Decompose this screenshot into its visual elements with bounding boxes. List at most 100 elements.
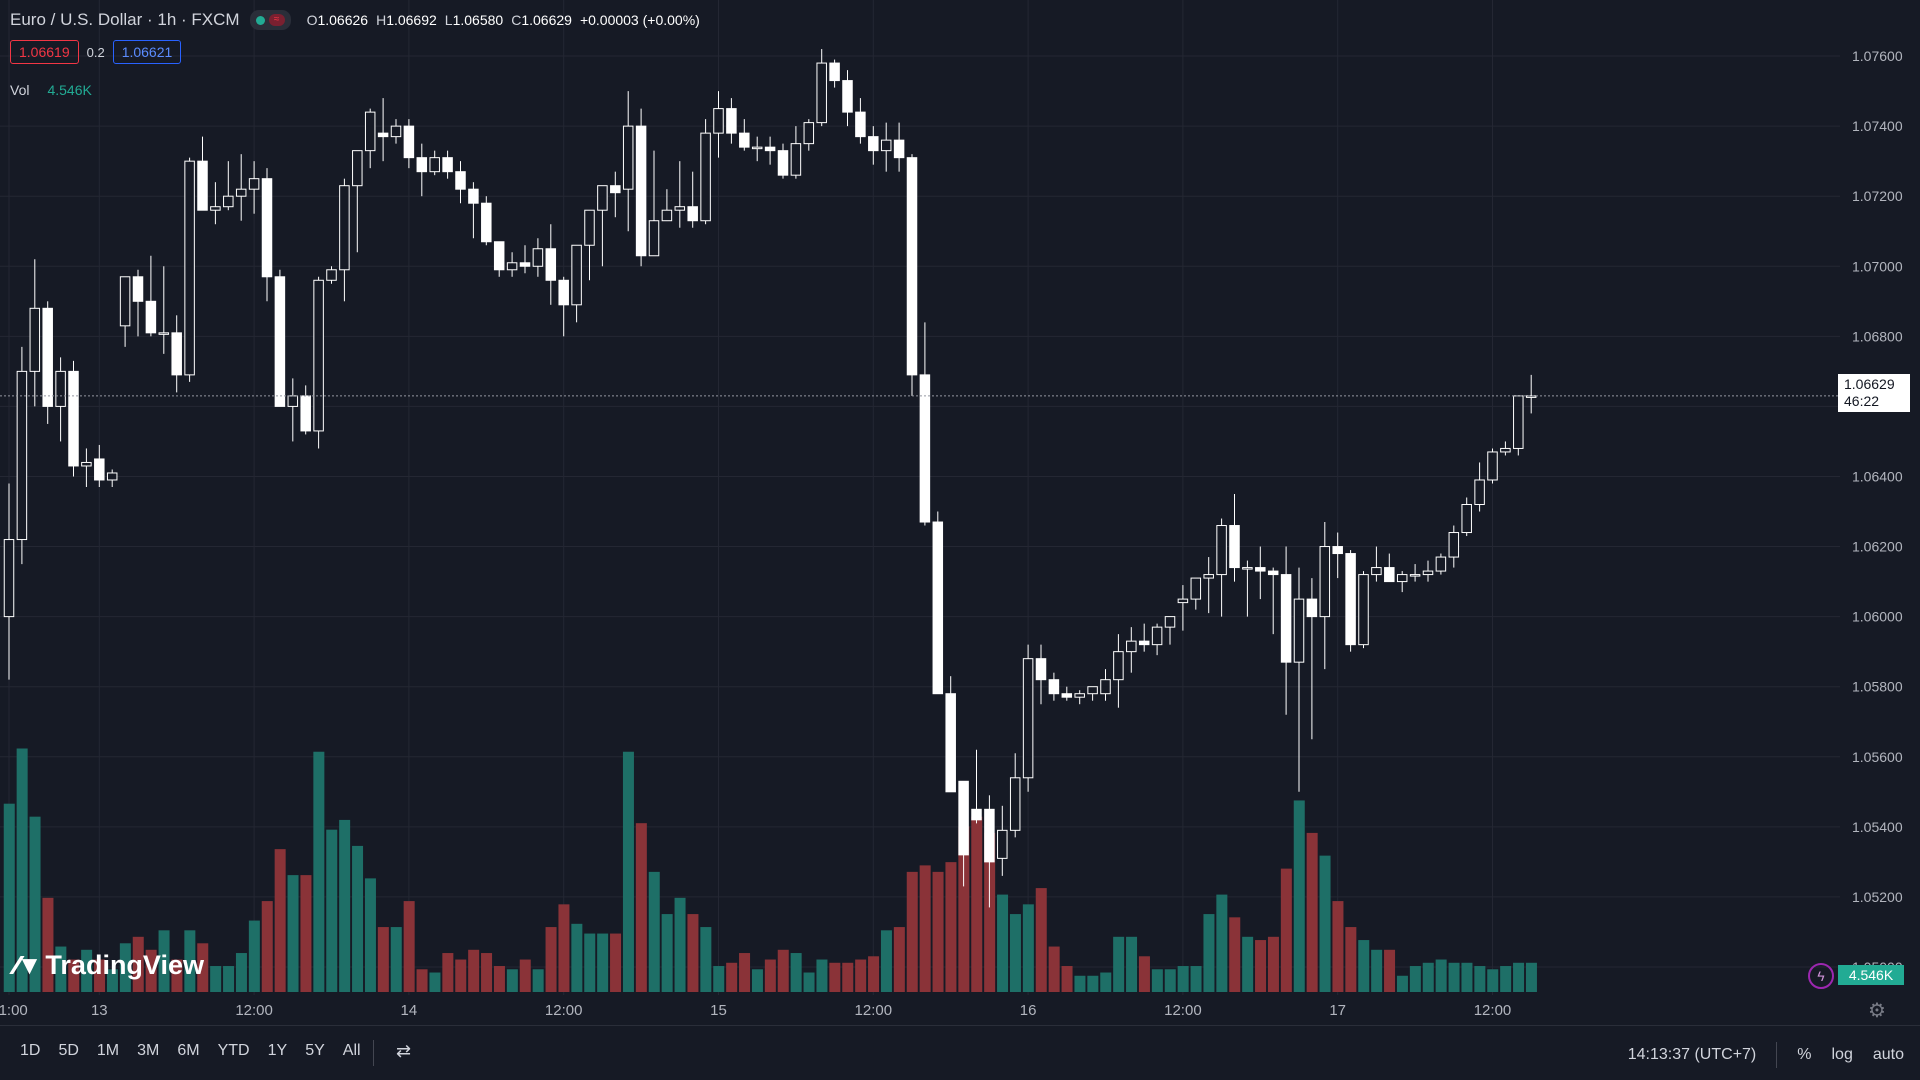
volume-bar xyxy=(300,875,312,992)
candle-down xyxy=(442,157,453,173)
percent-toggle[interactable]: % xyxy=(1797,1046,1812,1063)
volume-bar xyxy=(932,871,944,992)
candle-up xyxy=(1525,395,1537,398)
volume-bar xyxy=(3,803,15,992)
volume-bar xyxy=(1138,956,1150,992)
candle-up xyxy=(751,146,763,150)
candle-up xyxy=(16,370,28,541)
range-6m-button[interactable]: 6M xyxy=(177,1042,200,1059)
candle-up xyxy=(223,195,234,208)
candle-down xyxy=(971,808,982,821)
market-open-dot-icon xyxy=(255,15,265,25)
candle-up xyxy=(1293,598,1305,663)
candle-down xyxy=(558,279,569,306)
price-tick-label: 1.06800 xyxy=(1852,328,1903,344)
candle-down xyxy=(1332,546,1343,555)
time-tick-label: 21:00 xyxy=(0,1002,28,1019)
price-scale[interactable]: 1.050001.052001.054001.056001.058001.060… xyxy=(1840,0,1920,995)
compare-icon[interactable]: ⇄ xyxy=(396,1041,412,1061)
buy-button[interactable]: 1.06621 xyxy=(112,40,182,64)
candle-down xyxy=(94,458,105,481)
volume-bar xyxy=(171,959,183,992)
candle-up xyxy=(880,139,892,152)
candle-up xyxy=(313,279,324,432)
candle-down xyxy=(300,395,311,432)
candle-up xyxy=(390,125,402,138)
candle-down xyxy=(906,157,918,376)
candle-up xyxy=(648,220,660,257)
ohlc-values: O1.06626 H1.06692 L1.06580 C1.06629 +0.0… xyxy=(307,12,700,28)
log-toggle[interactable]: log xyxy=(1831,1046,1853,1063)
candle-up xyxy=(119,276,131,327)
candle-up xyxy=(674,206,686,211)
candle-down xyxy=(1267,570,1279,576)
time-tick-label: 12:00 xyxy=(235,1002,273,1019)
clock-display[interactable]: 14:13:37 (UTC+7) xyxy=(1627,1046,1757,1063)
time-axis-ticks: 21:00 13 12:00 14 12:00 15 12:00 16 12:00 17 12:00 xyxy=(0,1002,1511,1019)
range-5y-button[interactable]: 5Y xyxy=(305,1042,325,1059)
candle-up xyxy=(287,395,299,407)
volume-bar xyxy=(274,849,286,992)
candle-down xyxy=(42,307,53,407)
low-label: L xyxy=(444,12,453,28)
candle-up xyxy=(3,539,15,618)
auto-toggle[interactable]: auto xyxy=(1872,1046,1904,1063)
candle-down xyxy=(635,125,647,257)
candle-down xyxy=(945,693,956,793)
volume-bar xyxy=(674,897,686,992)
volume-bar xyxy=(1229,917,1241,992)
candle-down xyxy=(984,808,995,863)
candle-up xyxy=(506,262,518,271)
candle-up xyxy=(1074,693,1085,698)
tradingview-watermark[interactable]: ⁄⁄▼ TradingView xyxy=(14,950,204,981)
candle-down xyxy=(855,111,866,138)
candle-up xyxy=(1087,686,1098,695)
market-status[interactable]: ≈ xyxy=(249,10,291,30)
volume-bar xyxy=(1409,966,1421,992)
sell-button[interactable]: 1.06619 xyxy=(10,40,79,64)
volume-bar xyxy=(1113,936,1125,992)
volume-bar xyxy=(855,959,867,992)
candlestick-chart[interactable] xyxy=(0,0,1840,995)
candle-down xyxy=(1035,658,1047,681)
volume-bar xyxy=(687,914,699,992)
volume-bar xyxy=(1448,962,1460,992)
price-tick-label: 1.06200 xyxy=(1852,539,1903,555)
price-tick-label: 1.07400 xyxy=(1852,118,1903,134)
range-1y-button[interactable]: 1Y xyxy=(267,1042,288,1059)
range-1d-button[interactable]: 1D xyxy=(20,1042,41,1059)
range-1m-button[interactable]: 1M xyxy=(96,1042,120,1059)
candle-up xyxy=(584,209,595,246)
candle-up xyxy=(158,332,170,335)
volume-bar xyxy=(106,969,118,992)
candle-down xyxy=(726,108,737,134)
price-tick-label: 1.07200 xyxy=(1852,188,1903,204)
volume-legend[interactable]: Vol 4.546K xyxy=(10,82,92,98)
candle-down xyxy=(739,132,750,148)
range-5d-button[interactable]: 5D xyxy=(58,1042,79,1059)
candle-down xyxy=(1306,598,1318,618)
wave-icon: ≈ xyxy=(268,14,285,26)
volume-bar xyxy=(261,901,273,992)
candle-down xyxy=(68,370,79,467)
change-value: +0.00003 (+0.00%) xyxy=(579,12,700,28)
range-all-button[interactable]: All xyxy=(342,1042,361,1059)
volume-bar xyxy=(739,953,751,992)
volume-bar xyxy=(1319,855,1331,992)
candle-up xyxy=(532,248,544,267)
candle-up xyxy=(1513,395,1524,449)
gear-icon[interactable]: ⚙ xyxy=(1868,1000,1886,1022)
range-ytd-button[interactable]: YTD xyxy=(217,1042,250,1059)
candle-up xyxy=(184,160,195,376)
watermark-text: TradingView xyxy=(45,950,204,980)
symbol-title[interactable]: Euro / U.S. Dollar · 1h · FXCM xyxy=(10,10,240,29)
candle-up xyxy=(1113,651,1124,681)
candle-up xyxy=(1409,574,1421,577)
candle-up xyxy=(1177,598,1189,604)
time-tick-label: 12:00 xyxy=(545,1002,583,1019)
lightning-icon[interactable]: ϟ xyxy=(1808,963,1834,989)
range-3m-button[interactable]: 3M xyxy=(137,1042,160,1059)
candle-down xyxy=(1345,553,1356,646)
candle-down xyxy=(1280,574,1292,663)
time-scale[interactable]: 21:00 13 12:00 14 12:00 15 12:00 16 12:00 17 12:00 xyxy=(0,995,1840,1025)
